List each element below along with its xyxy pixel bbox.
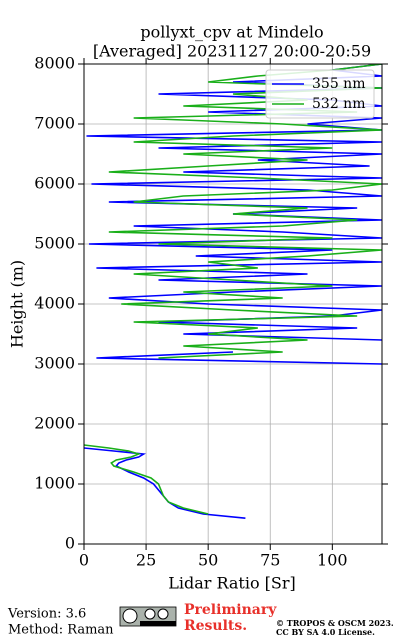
chart-subtitle: [Averaged] 20231127 20:00-20:59 bbox=[93, 42, 371, 61]
x-tick-label: 25 bbox=[136, 551, 156, 570]
x-tick-label: 100 bbox=[317, 551, 348, 570]
y-tick-label: 3000 bbox=[34, 354, 75, 373]
cc-badge bbox=[119, 606, 177, 627]
legend-label: 532 nm bbox=[312, 96, 365, 112]
version: Version: 3.6 bbox=[7, 607, 86, 622]
preliminary-note: Preliminary Results. bbox=[184, 602, 277, 634]
y-tick-label: 7000 bbox=[34, 114, 75, 133]
legend: 355 nm 532 nm bbox=[265, 69, 375, 119]
y-axis-label: Height (m) bbox=[8, 260, 27, 348]
y-tick-label: 6000 bbox=[34, 174, 75, 193]
plot-lines bbox=[84, 64, 382, 519]
y-tick-label: 1000 bbox=[34, 474, 75, 493]
y-tick-label: 8000 bbox=[34, 54, 75, 73]
method: Method: Raman bbox=[8, 623, 114, 638]
x-tick-label: 0 bbox=[79, 551, 89, 570]
legend-box bbox=[265, 69, 375, 119]
license: CC BY SA 4.0 License. bbox=[276, 627, 375, 637]
profile-line bbox=[84, 64, 382, 515]
legend-label: 355 nm bbox=[312, 76, 365, 92]
y-tick-label: 2000 bbox=[34, 414, 75, 433]
chart-title: pollyxt_cpv at Mindelo bbox=[140, 23, 323, 42]
copyright: © TROPOS & OSCM 2023. bbox=[276, 618, 394, 628]
x-axis-label: Lidar Ratio [Sr] bbox=[168, 574, 296, 593]
x-tick-label: 75 bbox=[260, 551, 280, 570]
x-tick-label: 50 bbox=[198, 551, 218, 570]
y-tick-label: 5000 bbox=[34, 234, 75, 253]
y-tick-label: 0 bbox=[65, 534, 75, 553]
y-tick-label: 4000 bbox=[34, 294, 75, 313]
ticks: 0 25 50 75 100010002000300040005000600070008… bbox=[34, 54, 388, 570]
